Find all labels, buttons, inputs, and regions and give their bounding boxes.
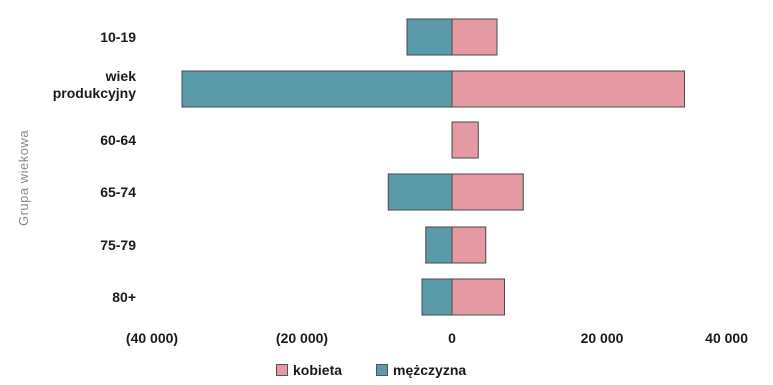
- legend-item-mezczyzna: mężczyzna: [376, 362, 466, 378]
- bar-mezczyzna-4: [425, 226, 453, 264]
- bar-mezczyzna-5: [421, 278, 453, 316]
- category-label-5: 80+: [112, 289, 136, 305]
- bar-mezczyzna-1: [181, 70, 453, 108]
- x-tick-label-3: 20 000: [581, 330, 624, 346]
- legend-swatch-mezczyzna: [376, 364, 389, 376]
- bar-kobieta-0: [451, 18, 498, 56]
- x-tick-label-4: 40 000: [705, 330, 748, 346]
- x-tick-label-1: (20 000): [276, 330, 328, 346]
- bar-mezczyzna-0: [406, 18, 453, 56]
- bar-kobieta-1: [451, 70, 685, 108]
- legend-label-kobieta: kobieta: [293, 362, 343, 378]
- legend: kobieta mężczyzna: [276, 362, 466, 378]
- legend-swatch-kobieta: [276, 364, 288, 376]
- bar-kobieta-4: [451, 226, 487, 264]
- x-tick-label-0: (40 000): [126, 330, 178, 346]
- bar-kobieta-5: [451, 278, 505, 316]
- category-label-4: 75-79: [100, 237, 136, 253]
- x-tick-label-2: 0: [448, 330, 456, 346]
- category-labels: 10-19 wiek produkcyjny 60-64 65-74 75-79 80+: [53, 29, 136, 305]
- legend-item-kobieta: kobieta: [276, 362, 342, 378]
- category-label-1: wiek produkcyjny: [53, 68, 136, 101]
- y-axis-label: Grupa wiekowa: [16, 130, 31, 226]
- bars-layer: [181, 18, 685, 316]
- category-label-3: 65-74: [100, 184, 136, 200]
- category-label-0: 10-19: [100, 29, 136, 45]
- bar-mezczyzna-3: [387, 173, 453, 211]
- bar-kobieta-3: [451, 173, 524, 211]
- x-axis-ticks: (40 000) (20 000) 0 20 000 40 000: [126, 330, 748, 346]
- category-label-2: 60-64: [100, 132, 136, 148]
- bar-kobieta-2: [451, 121, 479, 159]
- legend-label-mezczyzna: mężczyzna: [393, 362, 467, 378]
